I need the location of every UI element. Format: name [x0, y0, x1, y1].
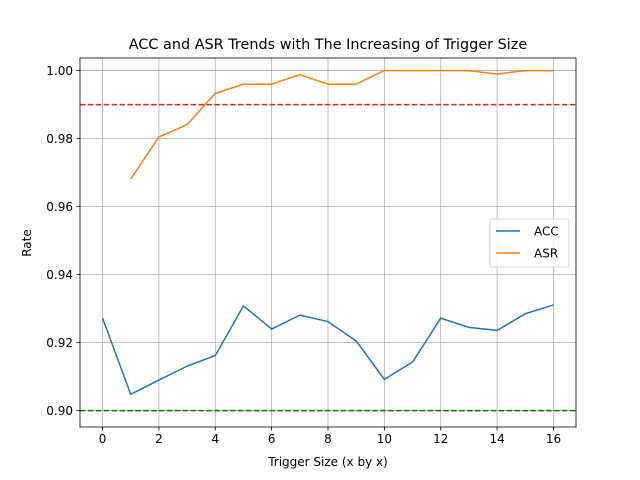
x-tick-label: 14: [489, 432, 504, 446]
x-tick-label: 0: [99, 432, 107, 446]
reference-lines: [80, 103, 576, 412]
chart-title: ACC and ASR Trends with The Increasing o…: [129, 37, 528, 53]
y-tick-label: 0.94: [46, 268, 73, 282]
legend: ACC ASR: [489, 218, 570, 268]
x-tick-label: 8: [324, 432, 332, 446]
y-tick-label: 0.98: [46, 132, 73, 146]
y-axis-label: Rate: [20, 229, 34, 257]
x-tick-label: 16: [546, 432, 561, 446]
x-axis-label: Trigger Size (x by x): [267, 455, 388, 469]
x-tick-label: 4: [211, 432, 219, 446]
y-tick-label: 0.92: [46, 336, 73, 350]
axes: 0 2 4 6 8 10 12 14 16 0.90 0.92 0.94 0.96 0.98 1.00: [46, 64, 561, 446]
series-lines: [101, 69, 554, 396]
series-line-acc: [101, 304, 554, 396]
x-tick-label: 10: [377, 432, 392, 446]
x-tick-label: 2: [155, 432, 163, 446]
y-tick-label: 0.90: [46, 404, 73, 418]
y-tick-label: 0.96: [46, 200, 73, 214]
y-tick-label: 1.00: [46, 64, 73, 78]
legend-label-asr: ASR: [534, 247, 558, 261]
series-line-asr: [130, 69, 554, 180]
legend-label-acc: ACC: [534, 225, 559, 239]
x-tick-label: 6: [268, 432, 276, 446]
x-tick-label: 12: [433, 432, 448, 446]
